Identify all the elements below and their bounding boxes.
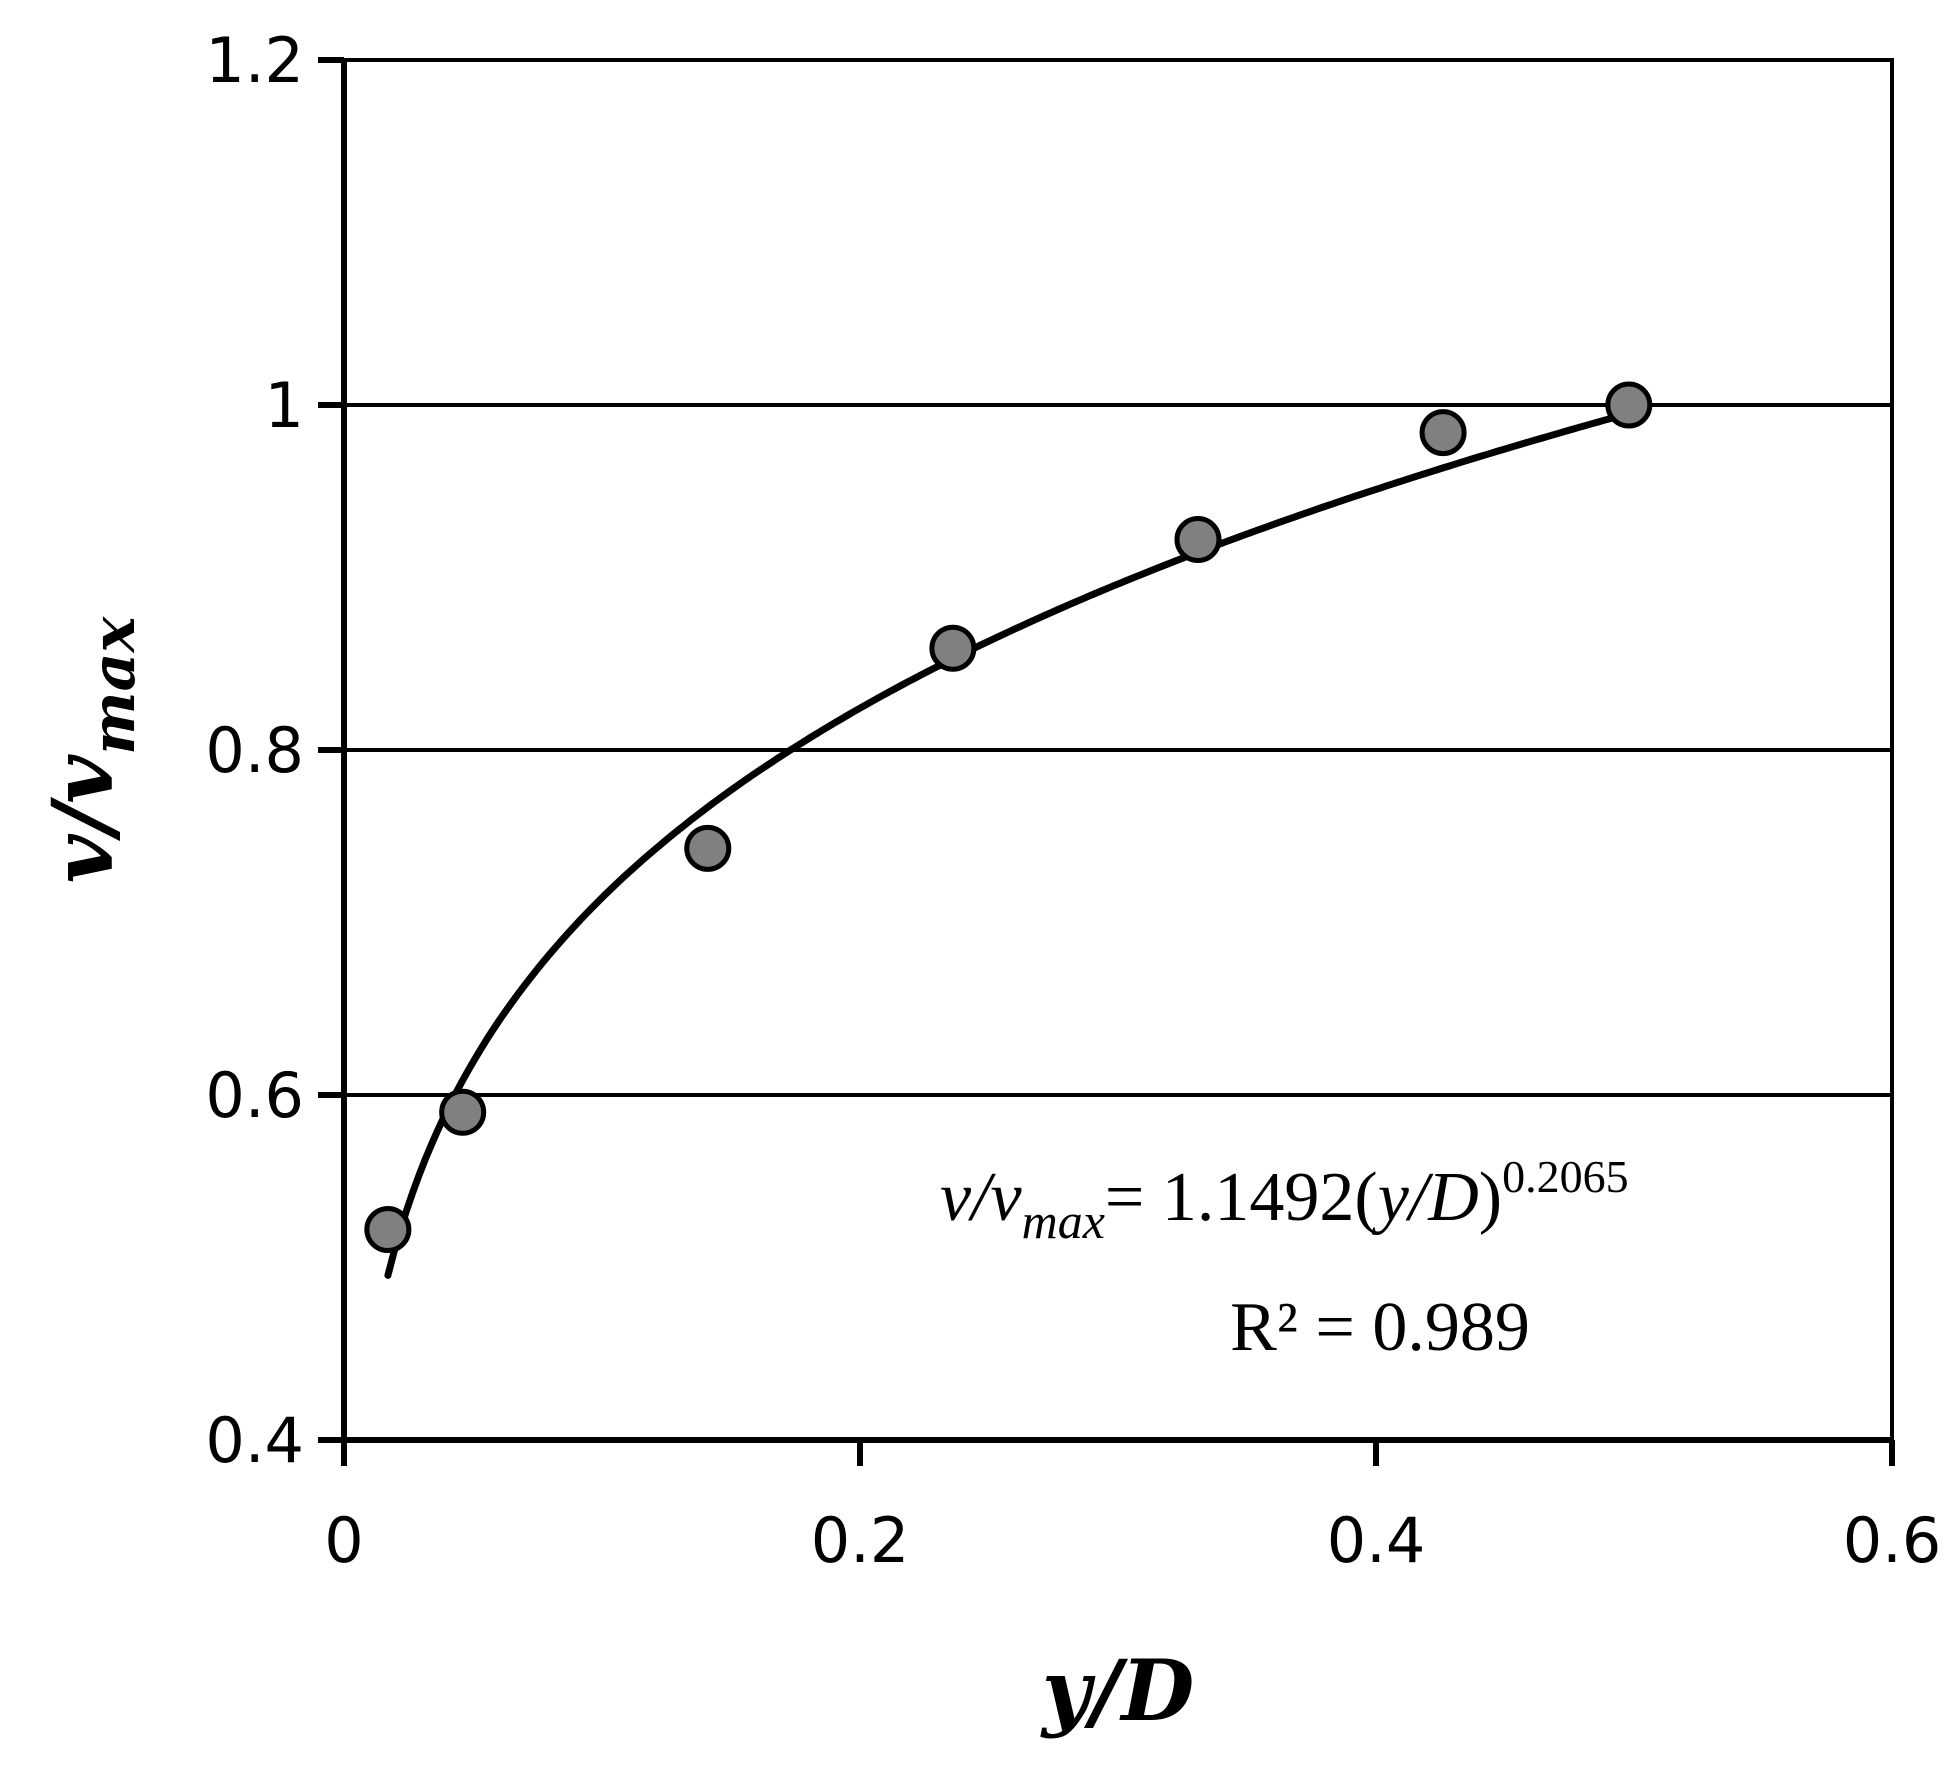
data-point (929, 624, 977, 672)
y-tick-label: 0.4 (205, 1404, 304, 1477)
data-point (1605, 381, 1653, 429)
y-tick-label: 0.6 (205, 1059, 304, 1132)
data-point (684, 824, 732, 872)
equation-label: v/vmax= 1.1492(y/D)0.2065 (940, 1151, 1629, 1249)
eq-lhs: v/v (940, 1159, 1023, 1236)
x-tick-label: 0.4 (1327, 1504, 1426, 1577)
eq-rhs-var: y/D (1372, 1159, 1479, 1236)
data-point (439, 1088, 487, 1136)
eq-rhs-suffix: ) (1479, 1159, 1502, 1236)
x-axis-title: y/D (1040, 1641, 1194, 1740)
y-axis-title: v/vmax (33, 616, 149, 884)
y-tick-label: 1.2 (205, 24, 304, 97)
r-squared-label: R² = 0.989 (1230, 1289, 1530, 1366)
data-points (364, 381, 1653, 1254)
y-tick-label: 1 (265, 369, 304, 442)
eq-lhs-sub: max (1022, 1193, 1105, 1249)
y-tick-label: 0.8 (205, 714, 304, 787)
x-tick-label: 0 (324, 1504, 363, 1577)
x-tick-label: 0.6 (1843, 1504, 1942, 1577)
axes (318, 57, 1895, 1466)
trendline-group (384, 409, 1633, 1279)
y-axis-title-sub: max (79, 616, 149, 755)
eq-exponent: 0.2065 (1502, 1151, 1629, 1202)
data-point (1419, 409, 1467, 457)
tick-labels: 0.4 0.6 0.8 1 1.2 0 0.2 0.4 0.6 (205, 24, 1941, 1577)
y-axis-title-main: v/v (33, 754, 132, 883)
eq-rhs-prefix: = 1.1492( (1105, 1159, 1378, 1236)
data-point (364, 1206, 412, 1254)
data-point (1174, 516, 1222, 564)
trendline (384, 409, 1633, 1279)
x-tick-label: 0.2 (811, 1504, 910, 1577)
